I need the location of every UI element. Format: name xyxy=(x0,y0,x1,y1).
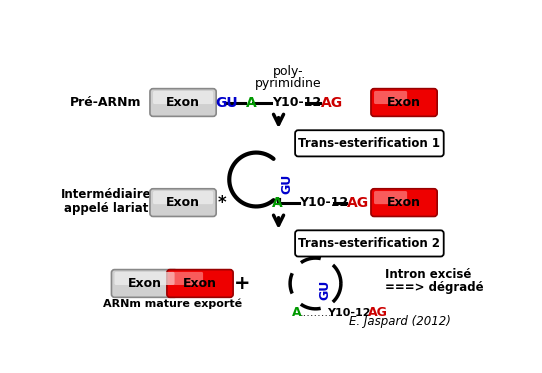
FancyBboxPatch shape xyxy=(295,231,444,257)
FancyBboxPatch shape xyxy=(150,189,216,216)
FancyBboxPatch shape xyxy=(374,91,407,104)
Text: AG: AG xyxy=(321,95,343,110)
Text: Intermédiaire: Intermédiaire xyxy=(61,188,151,201)
FancyBboxPatch shape xyxy=(371,189,437,216)
Text: Trans-esterification 1: Trans-esterification 1 xyxy=(299,137,441,150)
Text: GU: GU xyxy=(215,95,238,110)
Text: ARNm mature exporté: ARNm mature exporté xyxy=(103,298,242,309)
Text: GU: GU xyxy=(280,174,293,194)
Text: appelé lariat: appelé lariat xyxy=(64,202,149,215)
Text: Y10-12: Y10-12 xyxy=(272,96,321,109)
FancyBboxPatch shape xyxy=(167,270,233,297)
Text: A: A xyxy=(246,95,257,110)
FancyBboxPatch shape xyxy=(374,191,407,204)
FancyBboxPatch shape xyxy=(112,270,178,297)
FancyBboxPatch shape xyxy=(170,272,203,285)
Text: poly-: poly- xyxy=(273,65,304,78)
Text: GU: GU xyxy=(319,279,332,300)
Text: Exon: Exon xyxy=(387,196,421,209)
Text: Pré-ARNm: Pré-ARNm xyxy=(70,96,142,109)
Text: Exon: Exon xyxy=(387,96,421,109)
Text: ===> dégradé: ===> dégradé xyxy=(385,281,483,294)
FancyBboxPatch shape xyxy=(153,91,213,104)
Text: AG: AG xyxy=(347,195,369,210)
Text: *: * xyxy=(218,194,227,211)
Text: Exon: Exon xyxy=(166,96,200,109)
Text: Exon: Exon xyxy=(166,196,200,209)
Text: .........: ......... xyxy=(299,308,332,318)
FancyBboxPatch shape xyxy=(371,89,437,116)
FancyBboxPatch shape xyxy=(153,191,213,204)
FancyBboxPatch shape xyxy=(114,272,175,285)
Text: Trans-esterification 2: Trans-esterification 2 xyxy=(299,237,441,250)
Text: Exon: Exon xyxy=(127,277,162,290)
Text: Y10-12: Y10-12 xyxy=(327,308,371,318)
Text: ....: .... xyxy=(356,308,371,318)
Text: pyrimidine: pyrimidine xyxy=(255,77,322,90)
Text: A: A xyxy=(272,196,282,210)
FancyBboxPatch shape xyxy=(150,89,216,116)
Text: Intron excisé: Intron excisé xyxy=(385,268,471,281)
Text: Y10-12: Y10-12 xyxy=(299,196,349,209)
Text: AG: AG xyxy=(368,306,388,319)
FancyBboxPatch shape xyxy=(295,130,444,156)
Text: +: + xyxy=(234,274,250,293)
Text: A: A xyxy=(292,306,302,319)
Text: E. Jaspard (2012): E. Jaspard (2012) xyxy=(349,316,451,329)
Text: Exon: Exon xyxy=(183,277,217,290)
